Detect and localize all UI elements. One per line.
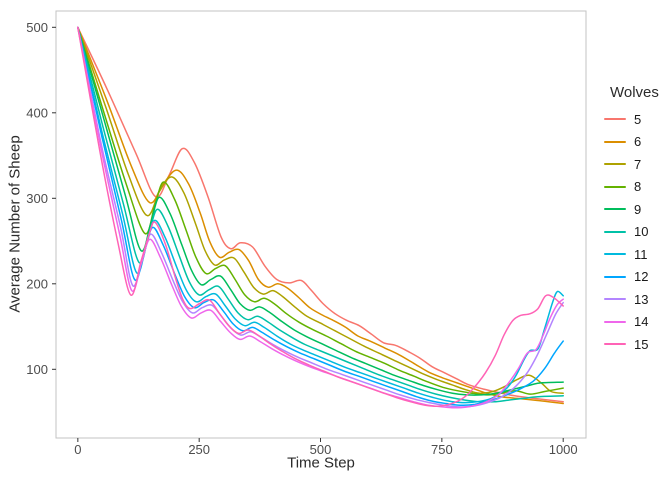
legend-title: Wolves (610, 84, 659, 101)
legend: Wolves 5 6 7 8 9 10 11 12 13 14 15 (604, 84, 659, 356)
legend-label: 14 (634, 314, 649, 330)
x-tick-label: 750 (431, 442, 453, 457)
plot-panel (55, 10, 587, 439)
series-line-7 (77, 26, 564, 395)
x-axis-title: Time Step (287, 454, 355, 472)
legend-item-14: 14 (604, 311, 659, 334)
x-tick-label: 1000 (549, 442, 578, 457)
x-tick-label: 250 (188, 442, 210, 457)
series-line-14 (77, 26, 564, 409)
legend-item-12: 12 (604, 266, 659, 289)
y-tick-label: 500 (26, 20, 48, 35)
legend-label: 10 (634, 224, 649, 240)
legend-label: 9 (634, 201, 642, 217)
legend-items: 5 6 7 8 9 10 11 12 13 14 15 (604, 108, 659, 356)
y-tick-label: 300 (26, 191, 48, 206)
series-line-15 (77, 26, 564, 407)
legend-item-6: 6 (604, 131, 659, 154)
legend-swatch-15 (604, 343, 626, 346)
legend-label: 6 (634, 134, 642, 150)
series-line-13 (77, 26, 564, 408)
legend-swatch-13 (604, 298, 626, 301)
legend-item-13: 13 (604, 288, 659, 311)
x-tick-label: 0 (74, 442, 81, 457)
legend-item-7: 7 (604, 153, 659, 176)
legend-label: 12 (634, 269, 649, 285)
legend-label: 15 (634, 336, 649, 352)
legend-swatch-14 (604, 320, 626, 323)
y-tick-label: 400 (26, 105, 48, 120)
series-line-5 (77, 26, 564, 403)
legend-label: 5 (634, 111, 642, 127)
series-line-11 (77, 26, 564, 404)
legend-swatch-10 (604, 230, 626, 233)
legend-item-11: 11 (604, 243, 659, 266)
legend-swatch-7 (604, 163, 626, 166)
legend-item-10: 10 (604, 221, 659, 244)
legend-swatch-8 (604, 185, 626, 188)
y-axis-title: Average Number of Sheep (6, 135, 24, 313)
legend-item-8: 8 (604, 176, 659, 199)
legend-swatch-12 (604, 275, 626, 278)
series-line-10 (77, 26, 564, 403)
x-tick-label: 500 (310, 442, 332, 457)
series-line-8 (77, 26, 564, 396)
legend-item-9: 9 (604, 198, 659, 221)
y-tick-label: 100 (26, 362, 48, 377)
legend-swatch-11 (604, 253, 626, 256)
legend-label: 7 (634, 156, 642, 172)
legend-item-5: 5 (604, 108, 659, 131)
legend-label: 11 (634, 246, 648, 262)
legend-swatch-5 (604, 118, 626, 121)
legend-label: 8 (634, 179, 642, 195)
series-line-6 (77, 26, 564, 405)
legend-item-15: 15 (604, 333, 659, 356)
legend-swatch-9 (604, 208, 626, 211)
y-tick-label: 200 (26, 276, 48, 291)
legend-swatch-6 (604, 140, 626, 143)
legend-label: 13 (634, 291, 649, 307)
